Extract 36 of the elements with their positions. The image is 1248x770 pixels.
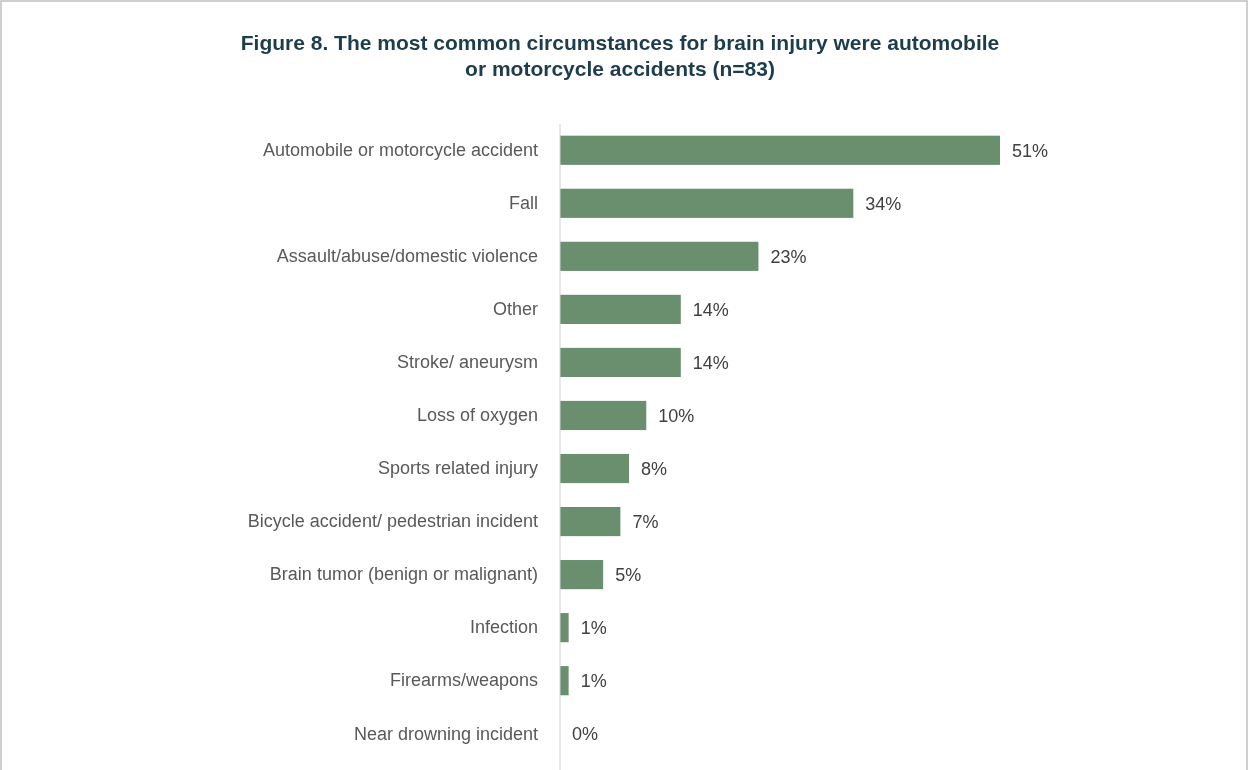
y-tick-label: Near drowning incident xyxy=(353,723,538,744)
data-label: 14% xyxy=(692,299,729,320)
y-tick-label: Sports related injury xyxy=(377,458,538,479)
chart-title: Figure 8. The most common circumstances for brain injury were automobile or motorcycle accidents (n=83) xyxy=(240,31,1000,80)
y-tick-label: Bicycle accident/ pedestrian incident xyxy=(247,511,538,532)
data-label: 0% xyxy=(572,724,599,745)
bar xyxy=(560,400,647,431)
data-label: 14% xyxy=(692,352,729,373)
bar xyxy=(560,135,1000,165)
bar xyxy=(560,347,681,378)
bar xyxy=(560,453,630,484)
bar xyxy=(560,188,854,218)
y-tick-label: Fall xyxy=(508,193,538,214)
data-label: 7% xyxy=(632,511,659,532)
y-tick-label: Assault/abuse/domestic violence xyxy=(276,246,538,267)
data-label: 5% xyxy=(615,564,642,585)
y-tick-label: Brain tumor (benign or malignant) xyxy=(269,564,538,585)
y-tick-label: Other xyxy=(492,299,538,320)
bar xyxy=(560,613,569,643)
y-tick-label: Infection xyxy=(469,617,538,638)
y-tick-label: Loss of oxygen xyxy=(416,405,538,426)
data-label: 1% xyxy=(580,617,607,638)
bar xyxy=(560,666,569,696)
data-label: 51% xyxy=(1012,140,1049,161)
y-tick-label: Stroke/ aneurysm xyxy=(396,352,538,373)
bar xyxy=(560,294,681,324)
y-tick-label: Firearms/weapons xyxy=(389,670,538,691)
data-label: 8% xyxy=(641,458,668,479)
data-label: 23% xyxy=(770,246,807,267)
bar xyxy=(560,241,759,271)
data-label: 1% xyxy=(580,671,607,691)
data-label: 10% xyxy=(658,405,695,426)
bar xyxy=(560,506,621,537)
y-tick-label: Automobile or motorcycle accident xyxy=(262,140,538,161)
bar xyxy=(560,560,604,590)
data-label: 34% xyxy=(865,193,902,214)
